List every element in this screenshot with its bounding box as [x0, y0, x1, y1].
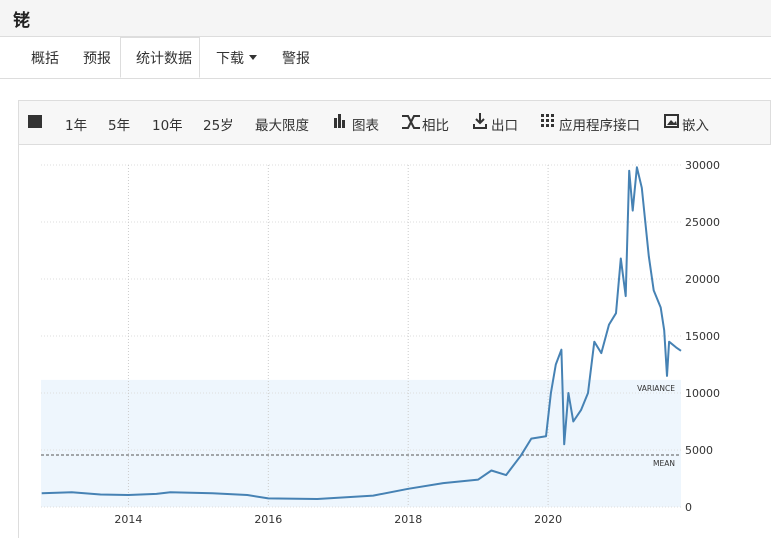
toolbar-button[interactable]: 25岁 — [203, 118, 234, 134]
caret — [249, 55, 257, 60]
y-tick-label: 25000 — [685, 216, 720, 229]
tab[interactable]: 预报 — [83, 51, 111, 67]
variance-label: VARIANCE — [637, 384, 675, 393]
toolbar-button[interactable]: 出口 — [491, 118, 518, 134]
y-tick-label: 15000 — [685, 330, 720, 343]
tab[interactable]: 警报 — [282, 51, 310, 67]
active-tab-box — [120, 37, 200, 78]
toolbar-button[interactable]: 嵌入 — [682, 118, 709, 134]
x-tick-label: 2020 — [534, 513, 562, 526]
toolbar-button[interactable]: 图表 — [352, 118, 379, 134]
calendar-icon[interactable] — [28, 115, 42, 128]
x-tick-label: 2014 — [114, 513, 142, 526]
x-tick-label: 2018 — [394, 513, 422, 526]
toolbar-button[interactable]: 5年 — [108, 118, 131, 134]
toolbar-button[interactable]: 最大限度 — [255, 118, 309, 134]
toolbar-button[interactable]: 10年 — [152, 118, 183, 134]
toolbar-button[interactable]: 1年 — [65, 118, 88, 134]
toolbar-button[interactable]: 相比 — [422, 118, 449, 134]
price-line — [41, 166, 682, 500]
y-tick-label: 10000 — [685, 387, 720, 400]
page-title: 铑 — [13, 11, 30, 31]
toolbar-button[interactable]: 应用程序接口 — [559, 118, 640, 134]
chart: VARIANCE 0 5000 10000 15000 20000 25000 30000 20… — [18, 145, 720, 538]
y-tick-label: 30000 — [685, 159, 720, 172]
y-tick-label: 20000 — [685, 273, 720, 286]
toolbar — [18, 100, 771, 145]
tab[interactable]: 下载 — [216, 51, 244, 67]
tab[interactable]: 统计数据 — [136, 51, 192, 67]
mean-label: MEAN — [653, 459, 675, 468]
x-tick-label: 2016 — [254, 513, 282, 526]
variance-band — [41, 379, 681, 507]
header: 铑 — [0, 0, 771, 37]
tab[interactable]: 概括 — [31, 51, 59, 67]
y-tick-label: 5000 — [685, 444, 713, 457]
y-tick-label: 0 — [685, 501, 692, 514]
toolbar-icons — [28, 113, 679, 129]
tab-bar: 概括 预报 统计数据 下载 警报 — [0, 37, 771, 79]
